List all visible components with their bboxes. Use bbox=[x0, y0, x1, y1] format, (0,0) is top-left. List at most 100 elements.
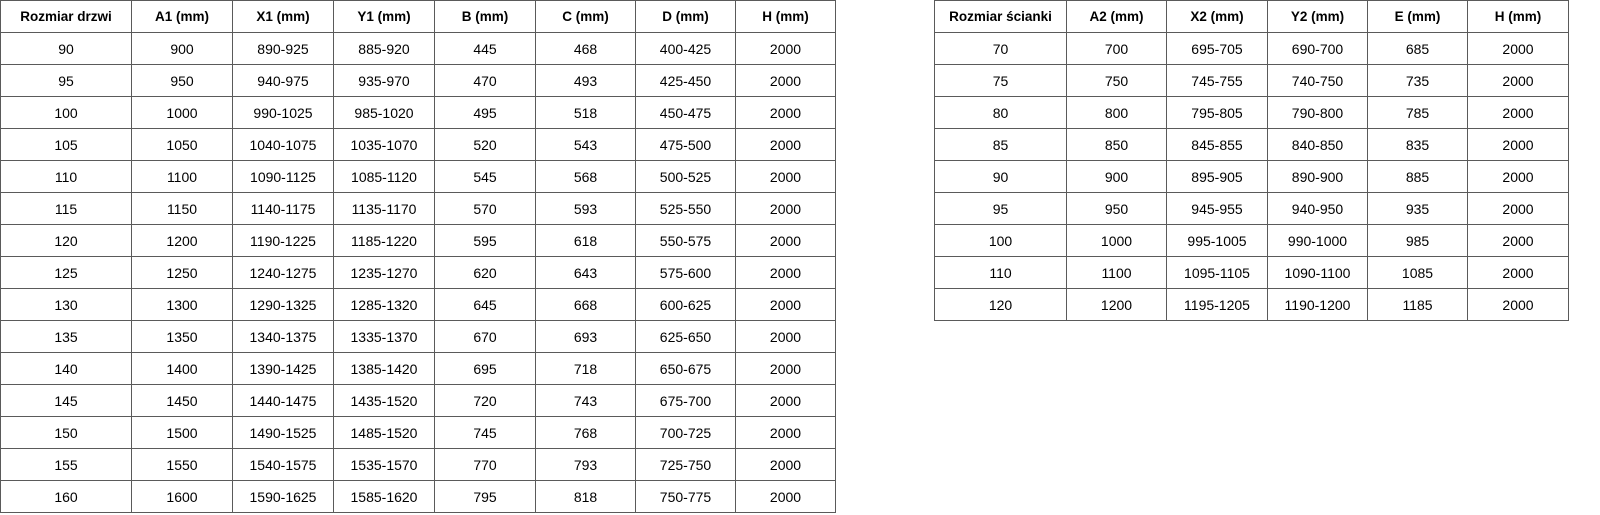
table-cell: 900 bbox=[1066, 160, 1167, 193]
table-cell: 745-755 bbox=[1166, 64, 1268, 97]
table-cell: 1600 bbox=[131, 480, 233, 513]
table-cell: 700 bbox=[1066, 32, 1167, 65]
table-cell: 675-700 bbox=[635, 384, 736, 417]
table-cell: 693 bbox=[535, 320, 636, 353]
table-cell: 1450 bbox=[131, 384, 233, 417]
table-cell: 545 bbox=[434, 160, 536, 193]
table-cell: 720 bbox=[434, 384, 536, 417]
table-cell: 1190-1225 bbox=[232, 224, 334, 257]
table-cell: 1590-1625 bbox=[232, 480, 334, 513]
table-cell: 718 bbox=[535, 352, 636, 385]
table-cell: 2000 bbox=[735, 224, 836, 257]
table-cell: 750-775 bbox=[635, 480, 736, 513]
table-cell: 1390-1425 bbox=[232, 352, 334, 385]
table-cell: 135 bbox=[0, 320, 132, 353]
table-cell: 470 bbox=[434, 64, 536, 97]
table-cell: 2000 bbox=[735, 32, 836, 65]
column-header: H (mm) bbox=[735, 0, 836, 33]
table-cell: 1150 bbox=[131, 192, 233, 225]
column-header: B (mm) bbox=[434, 0, 536, 33]
table-cell: 850 bbox=[1066, 128, 1167, 161]
table-cell: 885 bbox=[1367, 160, 1468, 193]
table-cell: 1200 bbox=[1066, 288, 1167, 321]
table-cell: 620 bbox=[434, 256, 536, 289]
table-cell: 1000 bbox=[1066, 224, 1167, 257]
table-cell: 1100 bbox=[1066, 256, 1167, 289]
table-cell: 2000 bbox=[1467, 224, 1569, 257]
table-cell: 1090-1125 bbox=[232, 160, 334, 193]
table-row: 90 900 895-905 890-900 885 2000 bbox=[934, 160, 1569, 193]
table-cell: 700-725 bbox=[635, 416, 736, 449]
table-cell: 1050 bbox=[131, 128, 233, 161]
table-cell: 2000 bbox=[735, 256, 836, 289]
table-cell: 745 bbox=[434, 416, 536, 449]
table-cell: 75 bbox=[934, 64, 1067, 97]
table-cell: 1040-1075 bbox=[232, 128, 334, 161]
column-header: Rozmiar drzwi bbox=[0, 0, 132, 33]
table-cell: 695 bbox=[434, 352, 536, 385]
table-cell: 945-955 bbox=[1166, 192, 1268, 225]
table-row: 95 950 940-975 935-970 470 493 425-450 2000 bbox=[0, 64, 836, 97]
table-cell: 550-575 bbox=[635, 224, 736, 257]
table-cell: 145 bbox=[0, 384, 132, 417]
table-cell: 2000 bbox=[735, 352, 836, 385]
table-cell: 543 bbox=[535, 128, 636, 161]
table-cell: 2000 bbox=[735, 128, 836, 161]
table-cell: 743 bbox=[535, 384, 636, 417]
table-row: 90 900 890-925 885-920 445 468 400-425 2000 bbox=[0, 32, 836, 65]
table-cell: 500-525 bbox=[635, 160, 736, 193]
table-cell: 645 bbox=[434, 288, 536, 321]
table-cell: 1585-1620 bbox=[333, 480, 435, 513]
table-cell: 670 bbox=[434, 320, 536, 353]
table-cell: 935 bbox=[1367, 192, 1468, 225]
table-cell: 1290-1325 bbox=[232, 288, 334, 321]
column-header: Y1 (mm) bbox=[333, 0, 435, 33]
table-cell: 1340-1375 bbox=[232, 320, 334, 353]
table-cell: 740-750 bbox=[1267, 64, 1368, 97]
table-row: 105 1050 1040-1075 1035-1070 520 543 475-500 20… bbox=[0, 128, 836, 161]
table-cell: 1435-1520 bbox=[333, 384, 435, 417]
table-cell: 1540-1575 bbox=[232, 448, 334, 481]
table-cell: 1285-1320 bbox=[333, 288, 435, 321]
table-cell: 890-900 bbox=[1267, 160, 1368, 193]
table-cell: 1185-1220 bbox=[333, 224, 435, 257]
table-cell: 100 bbox=[0, 96, 132, 129]
table-cell: 990-1025 bbox=[232, 96, 334, 129]
table-cell: 150 bbox=[0, 416, 132, 449]
table-cell: 618 bbox=[535, 224, 636, 257]
table-cell: 940-950 bbox=[1267, 192, 1368, 225]
table-cell: 105 bbox=[0, 128, 132, 161]
table-cell: 885-920 bbox=[333, 32, 435, 65]
table-cell: 570 bbox=[434, 192, 536, 225]
table-cell: 95 bbox=[934, 192, 1067, 225]
table-cell: 2000 bbox=[735, 416, 836, 449]
table-cell: 1335-1370 bbox=[333, 320, 435, 353]
table-cell: 120 bbox=[934, 288, 1067, 321]
table-cell: 800 bbox=[1066, 96, 1167, 129]
table-cell: 160 bbox=[0, 480, 132, 513]
table-cell: 2000 bbox=[735, 96, 836, 129]
table-cell: 1135-1170 bbox=[333, 192, 435, 225]
table-cell: 890-925 bbox=[232, 32, 334, 65]
table-row: 95 950 945-955 940-950 935 2000 bbox=[934, 192, 1569, 225]
table-cell: 1200 bbox=[131, 224, 233, 257]
table-cell: 795 bbox=[434, 480, 536, 513]
table-cell: 950 bbox=[1066, 192, 1167, 225]
table-cell: 793 bbox=[535, 448, 636, 481]
table-cell: 120 bbox=[0, 224, 132, 257]
table-cell: 568 bbox=[535, 160, 636, 193]
table-row: 100 1000 995-1005 990-1000 985 2000 bbox=[934, 224, 1569, 257]
wall-size-table: Rozmiar ścianki A2 (mm) X2 (mm) Y2 (mm) E (m… bbox=[934, 0, 1569, 321]
table-row: 80 800 795-805 790-800 785 2000 bbox=[934, 96, 1569, 129]
table-cell: 643 bbox=[535, 256, 636, 289]
table-cell: 90 bbox=[934, 160, 1067, 193]
table-row: 115 1150 1140-1175 1135-1170 570 593 525-550 20… bbox=[0, 192, 836, 225]
table-row: 110 1100 1090-1125 1085-1120 545 568 500-525 20… bbox=[0, 160, 836, 193]
table-cell: 2000 bbox=[1467, 192, 1569, 225]
table-cell: 770 bbox=[434, 448, 536, 481]
table-cell: 1085-1120 bbox=[333, 160, 435, 193]
table-cell: 735 bbox=[1367, 64, 1468, 97]
table-cell: 445 bbox=[434, 32, 536, 65]
table-cell: 990-1000 bbox=[1267, 224, 1368, 257]
table-cell: 95 bbox=[0, 64, 132, 97]
